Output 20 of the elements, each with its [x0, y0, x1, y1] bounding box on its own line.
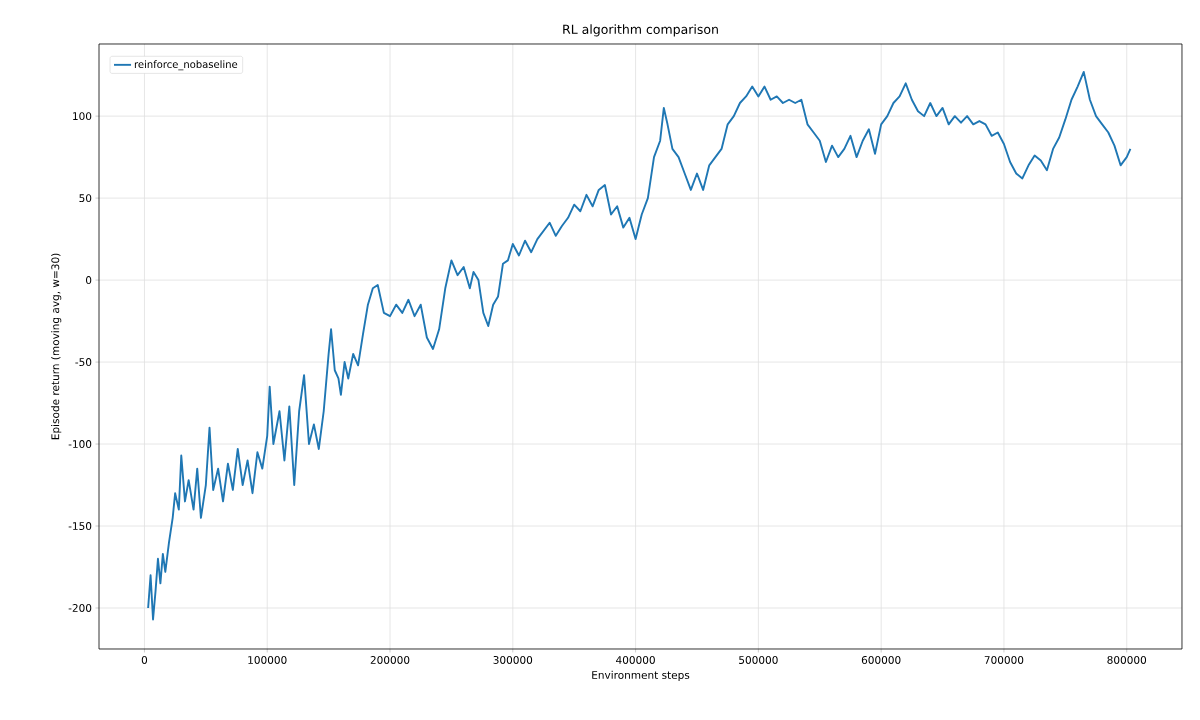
legend-label: reinforce_nobaseline [134, 60, 238, 71]
x-tick-label: 400000 [616, 656, 655, 664]
x-tick-label: 600000 [861, 656, 901, 664]
x-tick-label: 500000 [739, 656, 778, 664]
x-tick-label: 300000 [493, 656, 533, 664]
y-tick-label: 50 [79, 194, 92, 203]
y-tick-label: -50 [75, 358, 92, 367]
y-tick-label: -150 [68, 522, 92, 530]
y-tick-label: -100 [68, 440, 92, 448]
chart-title: RL algorithm comparison [563, 24, 718, 37]
y-tick-label: 0 [85, 276, 92, 285]
y-tick-label: -200 [68, 604, 92, 612]
x-tick-label: 700000 [984, 656, 1024, 664]
x-tick-label: 800000 [1107, 656, 1147, 664]
x-tick-label: 0 [141, 656, 148, 664]
x-tick-label: 200000 [370, 656, 410, 664]
x-tick-label: 100000 [248, 656, 287, 664]
y-axis-title: Episode return (moving avg, w=30) [51, 253, 62, 440]
x-axis-title: Environment steps [592, 670, 690, 681]
y-tick-label: 100 [73, 112, 92, 121]
